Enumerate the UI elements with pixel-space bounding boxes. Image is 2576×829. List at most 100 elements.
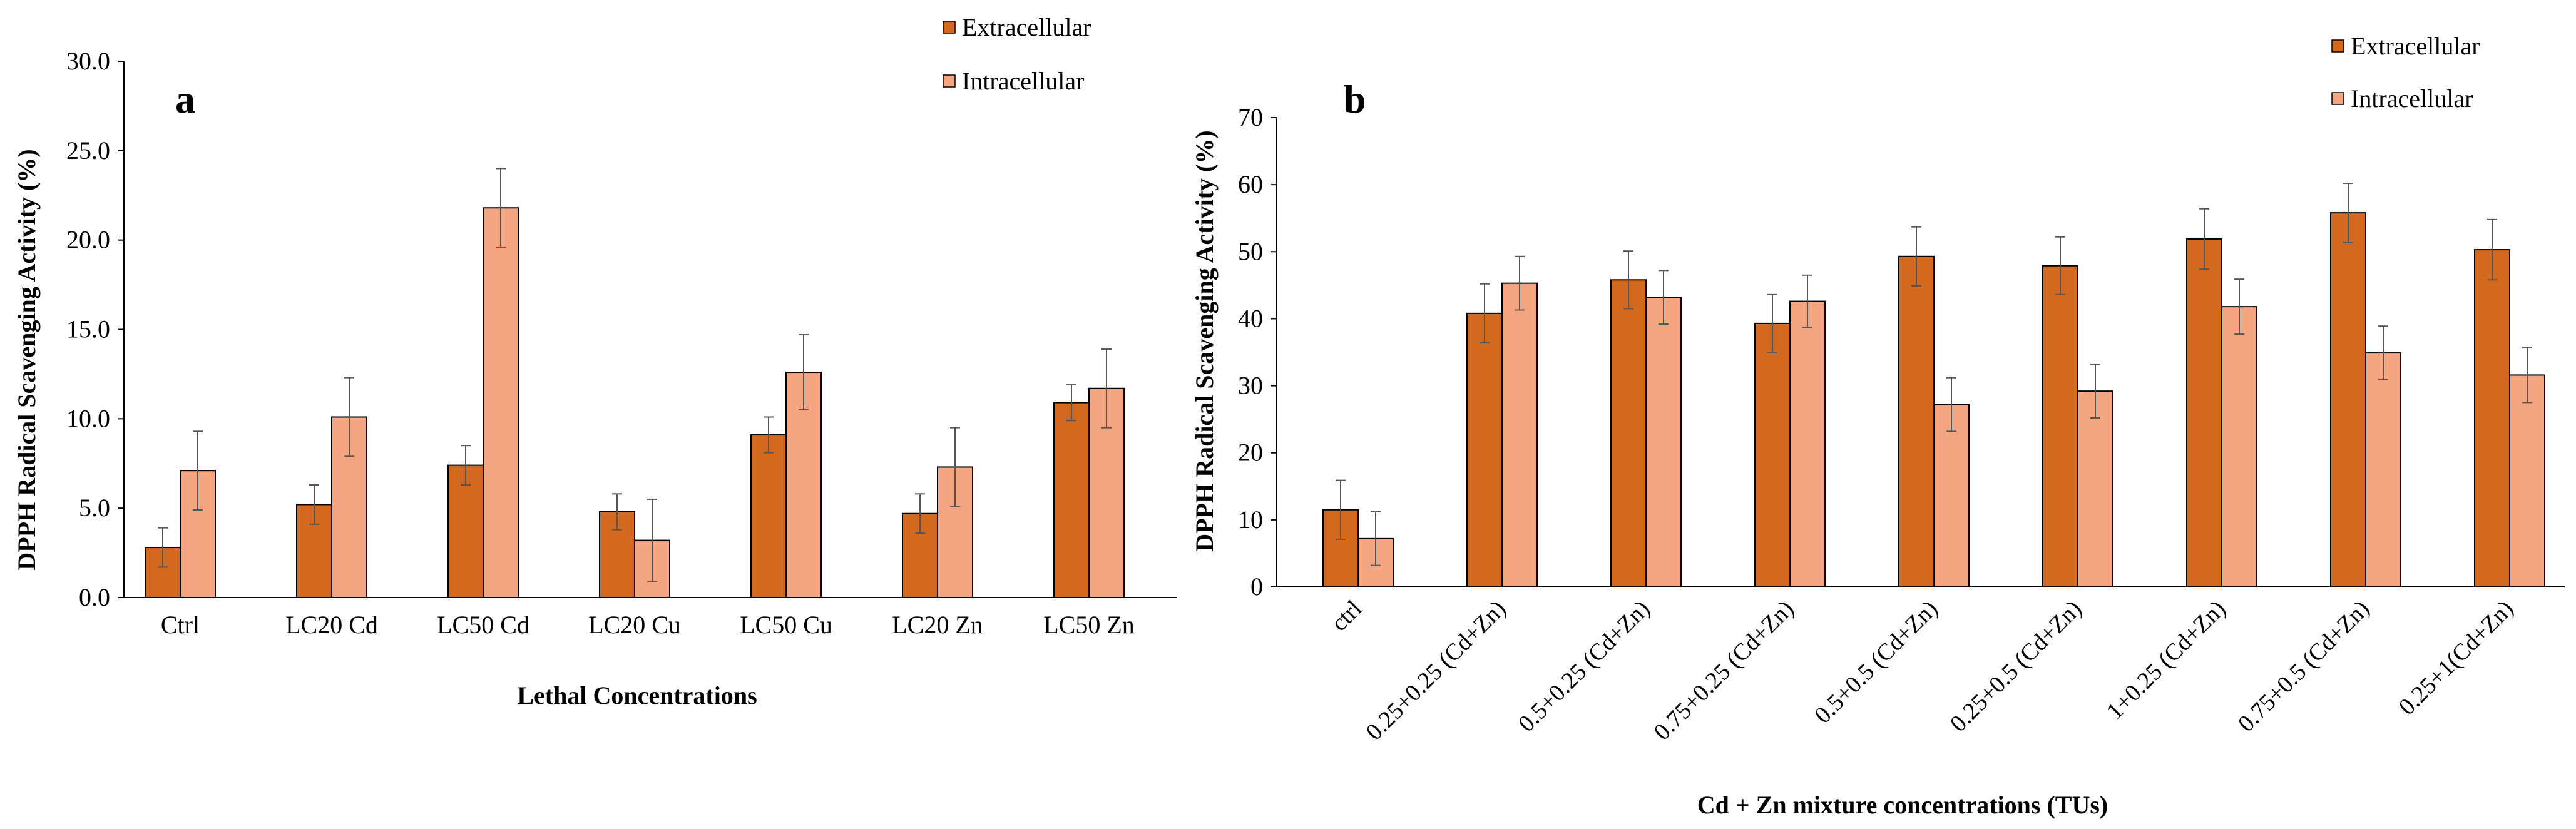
bar-intracellular: [1933, 404, 1970, 587]
x-axis-title-b: Cd + Zn mixture concentrations (TUs): [1697, 791, 2108, 819]
error-bar: [950, 427, 960, 507]
error-bar: [1659, 270, 1669, 325]
y-tick-label: 25.0: [66, 136, 110, 165]
y-tick-label: 0.0: [79, 583, 110, 611]
bar-extracellular: [599, 511, 635, 598]
y-tick-labels-a: 0.0 5.0 10.0 15.0 20.0 25.0 30.0: [66, 47, 124, 611]
x-tick-label: 0.5+0.5 (Cd+Zn): [1809, 596, 1943, 729]
error-bar: [344, 377, 354, 457]
y-tick-label: 20.0: [66, 226, 110, 254]
bar-extracellular: [1754, 322, 1791, 588]
error-bar: [2234, 278, 2244, 335]
error-bar: [1802, 274, 1812, 328]
y-tick-label: 10: [1238, 506, 1263, 534]
panel-a: Extracellular Intracellular a DPPH Radic…: [13, 13, 1177, 709]
legend-swatch-intracellular-b: [2331, 92, 2344, 105]
y-tick-label: 40: [1238, 304, 1263, 332]
y-tick-label: 30.0: [66, 47, 110, 75]
x-tick-label: 0.75+0.25 (Cd+Zn): [1648, 596, 1799, 746]
error-bars-a: [158, 168, 1112, 582]
bar-extracellular: [1610, 279, 1647, 587]
error-bar: [2343, 183, 2353, 243]
x-tick-label: LC20 Cd: [285, 611, 378, 639]
y-axis-title-b: DPPH Radical Scavenging Activity (%): [1190, 130, 1219, 551]
y-tick-label: 0: [1250, 572, 1263, 601]
y-axis-title-a: DPPH Radical Scavenging Activity (%): [13, 149, 41, 570]
x-tick-label: LC50 Zn: [1043, 611, 1135, 639]
legend-swatch-extracellular-a: [943, 21, 956, 34]
error-bar: [915, 493, 925, 534]
error-bar: [612, 493, 622, 531]
legend-label-extracellular-a: Extracellular: [962, 13, 1091, 41]
error-bars-b: [1336, 183, 2532, 566]
bars-a: [145, 207, 1125, 599]
bar-intracellular: [1789, 300, 1826, 587]
bar-extracellular: [2042, 265, 2078, 587]
error-bar: [764, 416, 774, 454]
error-bar: [1336, 479, 1346, 540]
x-tick-label: 0.25+0.5 (Cd+Zn): [1945, 596, 2087, 737]
bar-extracellular: [750, 434, 787, 598]
x-tick-label: LC50 Cd: [437, 611, 529, 639]
error-bar: [647, 498, 657, 582]
y-tick-label: 5.0: [79, 494, 110, 522]
x-tick-label: Ctrl: [161, 611, 200, 639]
bar-extracellular: [1466, 312, 1503, 587]
x-tick-label: LC20 Cu: [588, 611, 681, 639]
y-tick-label: 70: [1238, 103, 1263, 131]
x-tick-label: 0.5+0.25 (Cd+Zn): [1513, 596, 1655, 737]
legend-swatch-extracellular-b: [2331, 39, 2344, 53]
error-bar: [799, 334, 809, 411]
error-bar: [2090, 364, 2100, 419]
bar-extracellular: [2474, 249, 2510, 588]
y-tick-label: 20: [1238, 439, 1263, 467]
y-tick-label: 30: [1238, 372, 1263, 400]
error-bar: [1480, 283, 1490, 343]
bar-intracellular: [483, 207, 519, 599]
error-bar: [1767, 293, 1777, 353]
x-tick-label: ctrl: [1326, 596, 1367, 637]
x-tick-label: LC50 Cu: [740, 611, 832, 639]
error-bar: [2487, 218, 2497, 281]
error-bar: [2378, 325, 2388, 380]
y-tick-labels-b: 0 10 20 30 40 50 60 70: [1238, 103, 1277, 601]
error-bar: [158, 527, 168, 568]
error-bar: [496, 168, 506, 248]
panel-label-b: b: [1344, 77, 1366, 121]
error-bar: [2522, 347, 2532, 404]
x-tick-label: LC20 Zn: [892, 611, 983, 639]
bar-extracellular: [1053, 402, 1090, 599]
bar-intracellular: [2221, 306, 2257, 587]
legend-label-intracellular-b: Intracellular: [2351, 84, 2473, 113]
x-tick-label: 0.25+0.25 (Cd+Zn): [1361, 596, 1511, 746]
error-bar: [1066, 384, 1076, 422]
error-bar: [1371, 511, 1381, 566]
bar-intracellular: [2365, 352, 2401, 587]
error-bar: [309, 484, 319, 525]
x-tick-labels-a: Ctrl LC20 Cd LC50 Cd LC20 Cu LC50 Cu LC20 Zn L…: [161, 611, 1135, 639]
bar-intracellular: [2509, 374, 2545, 588]
error-bar: [1623, 250, 1633, 310]
error-bar: [1515, 255, 1525, 311]
x-tick-label: 1+0.25 (Cd+Zn): [2102, 596, 2231, 725]
y-tick-label: 60: [1238, 170, 1263, 198]
bar-intracellular: [1645, 297, 1682, 587]
y-tick-label: 10.0: [66, 404, 110, 432]
x-axis-title-a: Lethal Concentrations: [517, 681, 757, 709]
error-bar: [2199, 208, 2209, 270]
panel-b: Extracellular Intracellular b DPPH Radic…: [1190, 32, 2565, 819]
y-tick-label: 50: [1238, 237, 1263, 265]
error-bar: [193, 430, 203, 511]
bar-intracellular: [1501, 282, 1538, 587]
panel-label-a: a: [175, 77, 195, 121]
legend-label-intracellular-a: Intracellular: [962, 67, 1084, 95]
error-bar: [1946, 377, 1956, 432]
bar-extracellular: [2186, 238, 2222, 587]
y-tick-label: 15.0: [66, 315, 110, 343]
bar-extracellular: [2330, 212, 2366, 587]
error-bar: [1911, 226, 1921, 287]
x-tick-label: 0.75+0.5 (Cd+Zn): [2233, 596, 2374, 737]
error-bar: [1101, 348, 1112, 429]
